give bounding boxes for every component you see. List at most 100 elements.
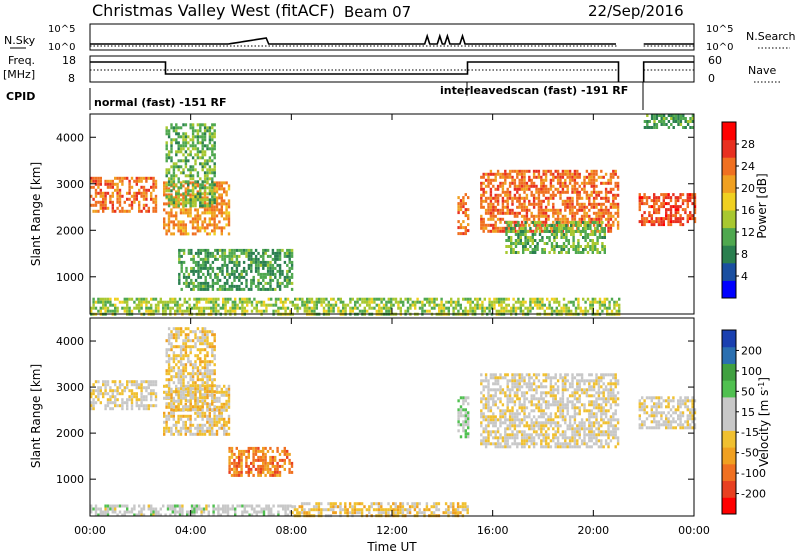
heatmap-cell — [178, 297, 182, 301]
heatmap-cell — [519, 233, 522, 236]
heatmap-cell — [92, 300, 95, 304]
heatmap-cell — [538, 221, 542, 224]
heatmap-cell — [264, 452, 267, 456]
colorbar-swatch — [722, 210, 736, 229]
heatmap-cell — [500, 309, 503, 313]
heatmap-cell — [672, 114, 675, 117]
heatmap-cell — [662, 120, 666, 123]
heatmap-cell — [196, 223, 199, 227]
heatmap-cell — [247, 257, 251, 261]
heatmap-cell — [240, 248, 243, 252]
heatmap-cell — [172, 414, 175, 418]
heatmap-cell — [145, 197, 148, 201]
heatmap-cell — [513, 439, 517, 443]
heatmap-cell — [653, 193, 656, 197]
heatmap-cell — [276, 461, 279, 465]
heatmap-cell — [241, 300, 244, 304]
heatmap-cell — [109, 398, 112, 402]
heatmap-cell — [194, 366, 197, 370]
heatmap-cell — [223, 199, 226, 203]
heatmap-cell — [653, 123, 656, 126]
heatmap-cell — [213, 201, 216, 205]
heatmap-cell — [154, 404, 158, 408]
heatmap-cell — [187, 211, 190, 215]
heatmap-cell — [283, 260, 287, 264]
heatmap-cell — [227, 187, 231, 191]
heatmap-cell — [104, 380, 107, 384]
heatmap-cell — [607, 199, 610, 203]
heatmap-cell — [601, 230, 604, 233]
heatmap-cell — [511, 388, 514, 392]
heatmap-cell — [194, 201, 197, 205]
heatmap-cell — [286, 449, 289, 453]
heatmap-cell — [163, 223, 166, 227]
heatmap-cell — [560, 309, 563, 313]
heatmap-cell — [492, 217, 495, 221]
heatmap-cell — [184, 135, 188, 139]
heatmap-cell — [179, 396, 183, 400]
heatmap-cell — [518, 379, 521, 383]
heatmap-cell — [540, 415, 543, 419]
heatmap-region — [228, 446, 294, 477]
heatmap-cell — [492, 397, 495, 401]
y-tick-label: 4000 — [56, 131, 84, 144]
heatmap-cell — [677, 211, 680, 215]
heatmap-cell — [480, 424, 483, 428]
heatmap-cell — [167, 390, 171, 394]
heatmap-cell — [342, 303, 345, 307]
heatmap-cell — [170, 432, 173, 436]
date-label: 22/Sep/2016 — [588, 2, 684, 20]
heatmap-cell — [116, 176, 119, 180]
heatmap-cell — [513, 442, 517, 446]
heatmap-cell — [288, 266, 291, 270]
heatmap-cell — [235, 275, 239, 279]
heatmap-cell — [189, 171, 192, 175]
colorbar-tick-label: 16 — [741, 204, 755, 217]
heatmap-cell — [135, 197, 138, 201]
heatmap-cell — [526, 236, 530, 239]
heatmap-cell — [184, 429, 187, 433]
heatmap-cell — [565, 306, 568, 310]
heatmap-cell — [187, 251, 191, 255]
heatmap-cell — [269, 260, 272, 264]
heatmap-cell — [214, 272, 217, 276]
heatmap-cell — [520, 181, 524, 185]
heatmap-cell — [568, 205, 572, 209]
heatmap-cell — [223, 202, 226, 206]
heatmap-cell — [194, 399, 197, 403]
heatmap-cell — [548, 230, 551, 233]
heatmap-cell — [459, 303, 462, 307]
heatmap-cell — [262, 272, 265, 276]
heatmap-cell — [202, 248, 205, 252]
heatmap-cell — [213, 220, 216, 224]
heatmap-cell — [520, 223, 524, 227]
heatmap-cell — [178, 260, 181, 264]
heatmap-cell — [152, 380, 155, 384]
heatmap-cell — [177, 195, 180, 199]
heatmap-cell — [535, 175, 538, 179]
heatmap-cell — [201, 348, 204, 352]
heatmap-cell — [145, 209, 148, 213]
heatmap-cell — [279, 306, 282, 310]
heatmap-cell — [523, 202, 526, 206]
heatmap-cell — [250, 263, 253, 267]
heatmap-cell — [522, 242, 525, 245]
heatmap-cell — [598, 224, 602, 227]
heatmap-cell — [182, 390, 185, 394]
heatmap-cell — [677, 196, 680, 200]
heatmap-cell — [482, 403, 485, 407]
heatmap-cell — [577, 224, 580, 227]
heatmap-cell — [240, 275, 243, 279]
heatmap-cell — [216, 275, 219, 279]
heatmap-cell — [464, 429, 467, 433]
heatmap-cell — [201, 426, 204, 430]
heatmap-cell — [591, 245, 594, 248]
heatmap-cell — [546, 227, 549, 230]
heatmap-cell — [686, 214, 689, 218]
heatmap-cell — [532, 217, 536, 221]
heatmap-cell — [227, 414, 231, 418]
heatmap-cell — [294, 306, 297, 310]
heatmap-cell — [223, 284, 227, 288]
heatmap-cell — [203, 198, 207, 202]
heatmap-cell — [536, 227, 539, 230]
